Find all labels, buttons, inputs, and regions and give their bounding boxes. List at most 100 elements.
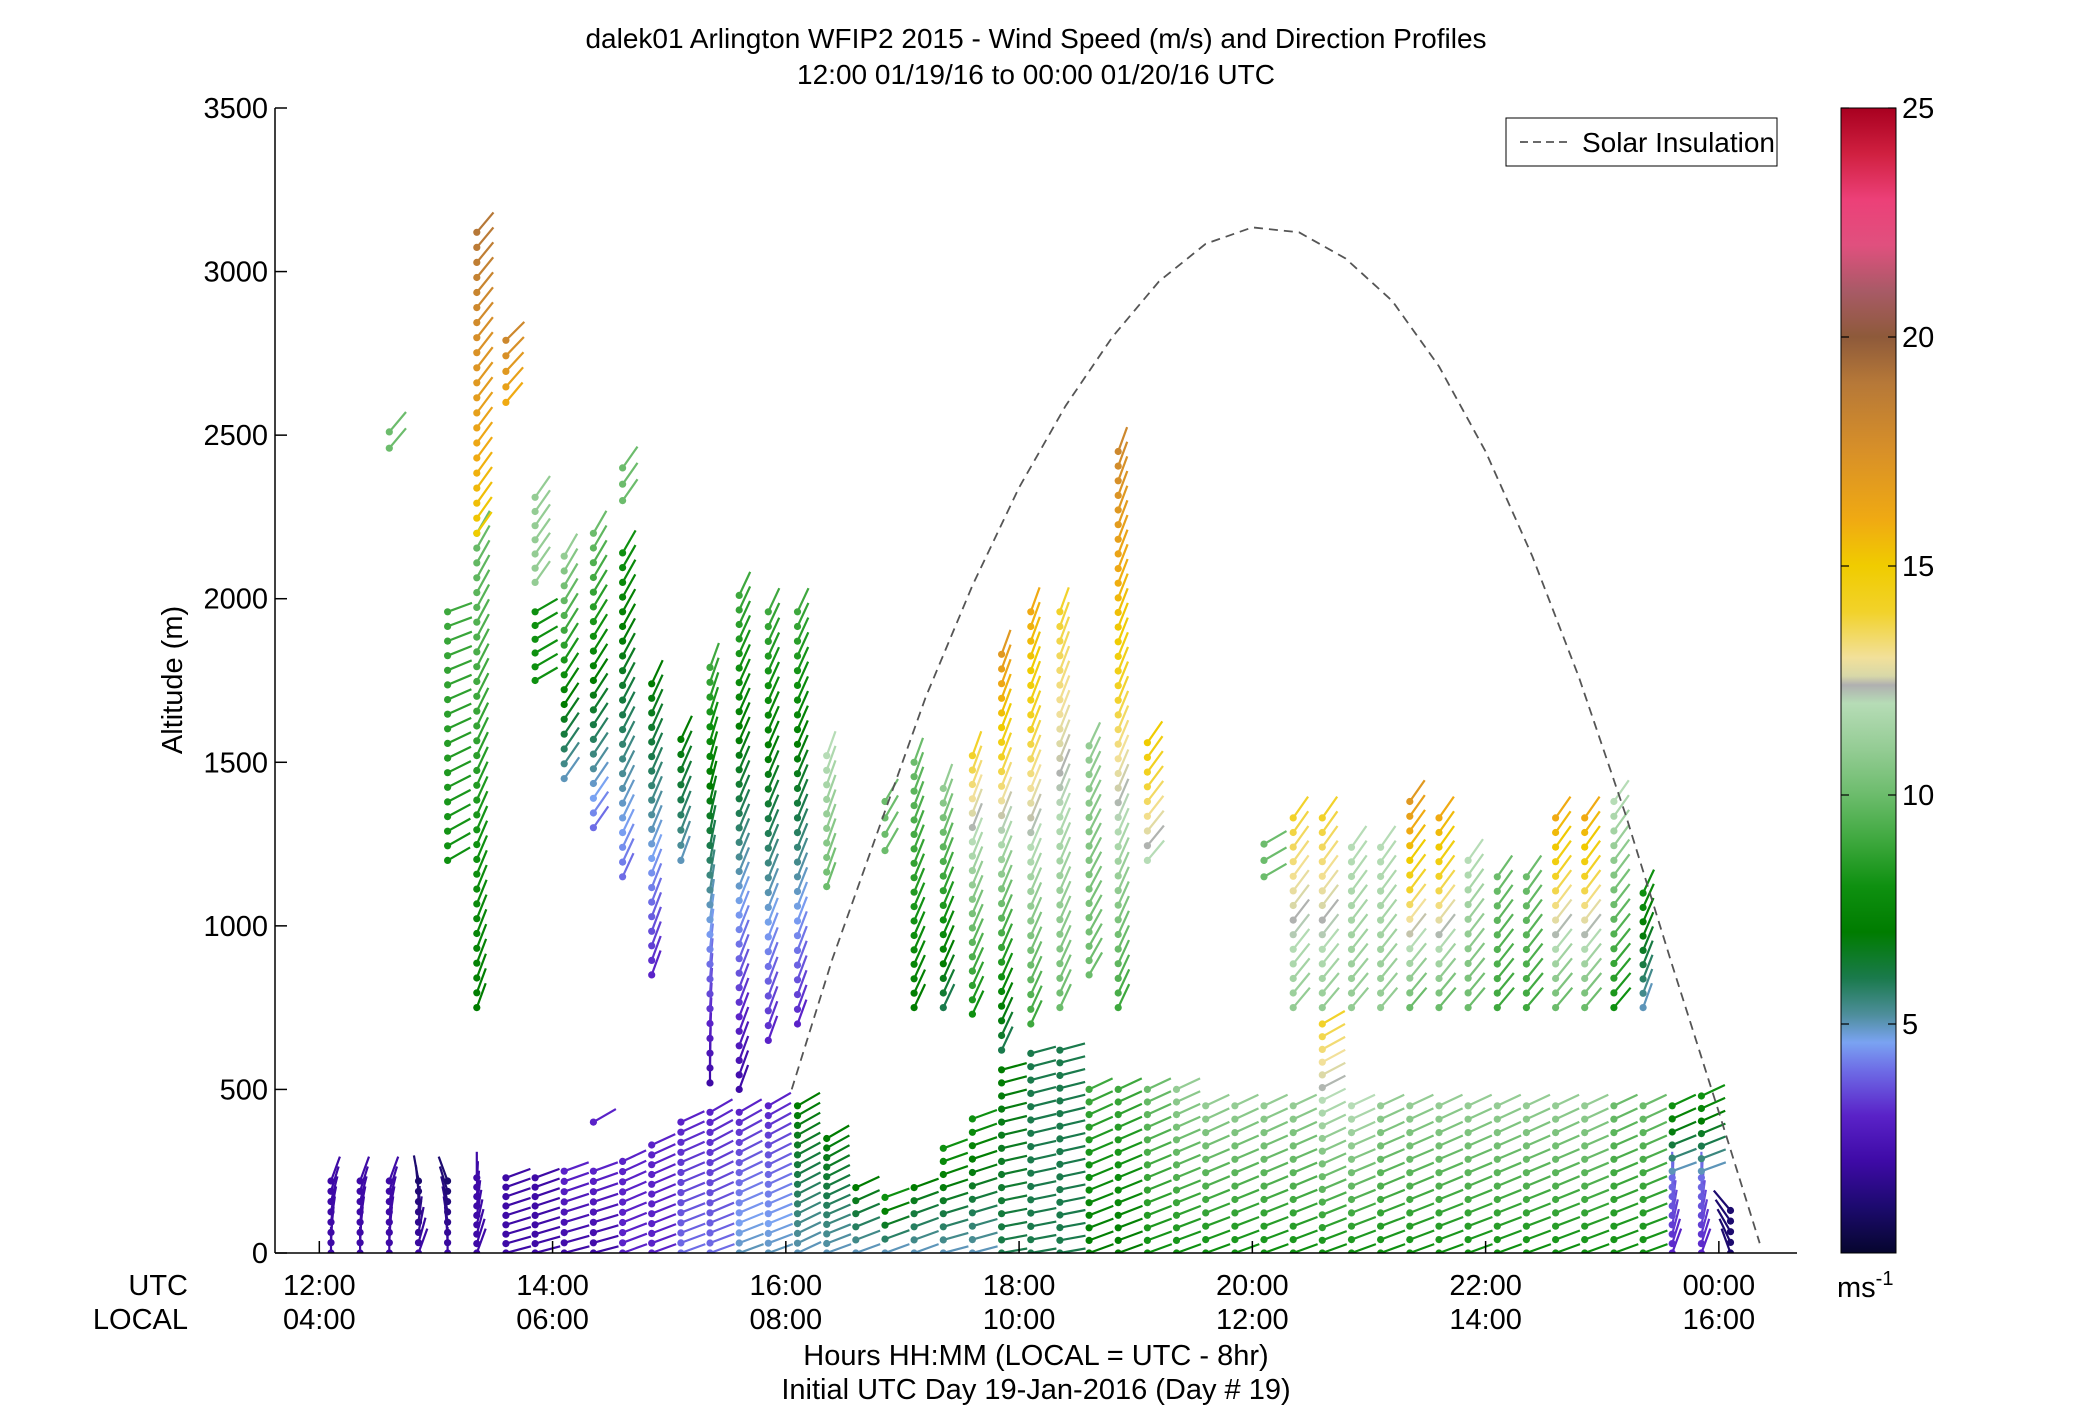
wind-barb-shaft — [1408, 809, 1426, 832]
wind-barb-point — [1114, 652, 1122, 661]
wind-barb-shaft — [475, 511, 493, 534]
wind-barb-shaft — [1613, 898, 1631, 920]
wind-barb-shaft — [1496, 928, 1515, 951]
wind-barb-shaft — [738, 1212, 764, 1224]
wind-barb-point — [1289, 1129, 1297, 1137]
wind-barb-point — [473, 439, 481, 447]
wind-barb-point — [502, 1174, 510, 1182]
wind-barb-point — [589, 809, 598, 817]
wind-barb-point — [706, 1034, 714, 1042]
wind-barb-shaft — [1613, 972, 1632, 994]
wind-barb-point — [1318, 1134, 1326, 1143]
wind-barb-shaft — [1583, 825, 1601, 848]
wind-barb-shaft — [1205, 1229, 1231, 1241]
wind-barb-shaft — [1554, 942, 1573, 965]
wind-barb-point — [706, 916, 714, 924]
wind-barb-shaft — [1029, 985, 1043, 1010]
wind-barb-point — [444, 1208, 452, 1216]
wind-barb-shaft — [796, 617, 810, 642]
wind-barb-shaft — [505, 381, 524, 404]
wind-barb-shaft — [825, 774, 837, 800]
wind-barb-point — [1552, 1222, 1560, 1230]
wind-barb-shaft — [1380, 1215, 1406, 1228]
wind-barb-shaft — [708, 731, 719, 757]
wind-barb-shaft — [1001, 1167, 1028, 1176]
wind-barb-point — [473, 796, 481, 804]
wind-barb-shaft — [650, 717, 664, 743]
wind-barb-point — [706, 1189, 714, 1197]
wind-barb-shaft — [651, 1223, 677, 1235]
wind-barb-point — [764, 829, 772, 838]
wind-barb-point — [735, 955, 743, 963]
wind-barb-point — [1056, 1236, 1064, 1244]
wind-barb-point — [1172, 1224, 1181, 1232]
wind-barb-point — [1027, 843, 1035, 851]
wind-barb-point — [706, 975, 714, 983]
wind-barb-point — [735, 1239, 743, 1247]
wind-barb-shaft — [1059, 1068, 1086, 1077]
wind-barb-point — [764, 1141, 772, 1149]
wind-barb-shaft — [708, 745, 718, 772]
wind-barb-shaft — [1642, 1120, 1668, 1134]
wind-barb-shaft — [1613, 957, 1632, 979]
wind-barb-point — [619, 1249, 627, 1253]
wind-barb-point — [1697, 1249, 1705, 1253]
wind-barb-point — [1581, 974, 1589, 983]
wind-barb-shaft — [1029, 926, 1043, 951]
wind-barb-shaft — [1525, 942, 1544, 965]
wind-barb-shaft — [563, 622, 579, 646]
wind-barb-point — [1435, 1249, 1443, 1253]
wind-barb-shaft — [972, 1245, 998, 1253]
wind-barb-point — [706, 1064, 714, 1072]
wind-barb-point — [1143, 739, 1151, 747]
wind-barb-point — [473, 484, 481, 492]
wind-barb-shaft — [563, 577, 579, 602]
wind-barb-shaft — [622, 1222, 648, 1234]
wind-barb-point — [677, 781, 685, 789]
wind-barb-point — [1027, 829, 1035, 837]
wind-barb-shaft — [1496, 1188, 1522, 1201]
wind-barb-point — [356, 1177, 364, 1185]
wind-barb-point — [414, 1187, 423, 1195]
wind-barb-shaft — [1408, 868, 1427, 891]
wind-barb-shaft — [826, 1154, 851, 1169]
wind-barb-point — [968, 1209, 977, 1217]
wind-barb-shaft — [913, 969, 926, 994]
wind-barb-point — [589, 676, 598, 685]
wind-barb-shaft — [1351, 1243, 1377, 1253]
wind-barb-shaft — [1059, 1132, 1086, 1140]
wind-barb-point — [502, 352, 510, 360]
wind-barb-point — [1552, 901, 1560, 910]
wind-barb-shaft — [447, 846, 471, 862]
wind-barb-point — [968, 1249, 976, 1253]
wind-barb-shaft — [1117, 1077, 1143, 1091]
wind-barb-point — [1172, 1199, 1181, 1207]
wind-barb-point — [531, 676, 539, 685]
wind-barb-point — [764, 874, 772, 882]
wind-barb-point — [1260, 1236, 1268, 1244]
wind-barb-shaft — [1117, 822, 1130, 848]
wind-barb-point — [1697, 1240, 1705, 1248]
wind-barb-point — [1318, 872, 1326, 880]
y-tick-label: 2500 — [203, 420, 268, 452]
wind-barb-shaft — [1030, 1072, 1057, 1082]
wind-barb-point — [1143, 1199, 1151, 1207]
wind-barb-shaft — [913, 1216, 939, 1228]
wind-barb-shaft — [592, 776, 610, 799]
wind-barb-point — [531, 1193, 539, 1201]
wind-barb-shaft — [913, 824, 925, 850]
wind-barb-shaft — [1234, 1093, 1259, 1107]
wind-barb-shaft — [1438, 1215, 1464, 1228]
wind-barb-point — [998, 738, 1006, 746]
wind-barb-point — [793, 652, 802, 660]
wind-barb-shaft — [447, 774, 472, 789]
wind-barb-shaft — [1263, 1175, 1289, 1188]
wind-barb-point — [1231, 1182, 1239, 1190]
wind-barb-point — [385, 444, 393, 452]
wind-barb-shaft — [972, 1163, 998, 1174]
wind-barb-point — [1406, 886, 1414, 894]
wind-barb-point — [793, 637, 802, 645]
wind-barb-shaft — [1700, 1084, 1726, 1097]
wind-barb-shaft — [651, 1173, 677, 1186]
wind-barb-shaft — [1438, 986, 1457, 1009]
